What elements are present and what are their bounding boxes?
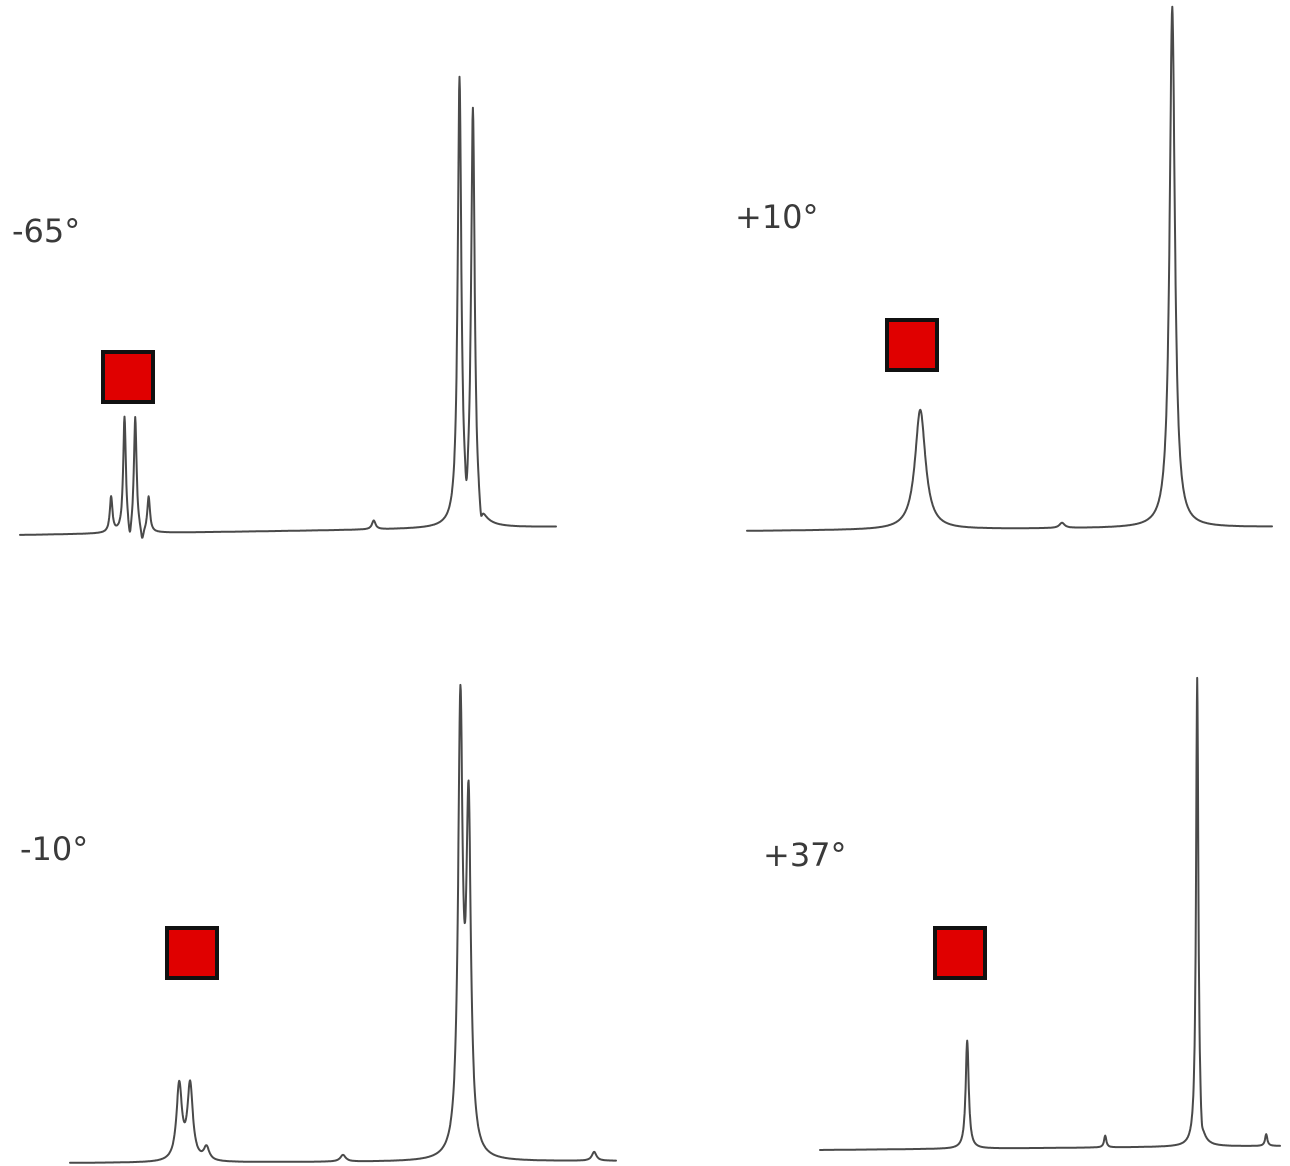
- spectrum-trace: [69, 683, 617, 1164]
- red-square-marker: [933, 926, 987, 980]
- panel-top-left: -65°: [12, 75, 557, 539]
- temperature-label: -65°: [12, 212, 80, 250]
- panel-bottom-left: -10°: [20, 683, 617, 1164]
- spectrum-trace: [819, 676, 1281, 1151]
- spectrum-trace: [746, 5, 1273, 532]
- panel-bottom-right: +37°: [763, 676, 1281, 1151]
- temperature-label: +37°: [763, 836, 847, 874]
- red-square-marker: [165, 926, 219, 980]
- panel-top-right: +10°: [735, 5, 1273, 532]
- red-square-marker: [101, 350, 155, 404]
- red-square-marker: [885, 318, 939, 372]
- temperature-label: -10°: [20, 830, 88, 868]
- temperature-label: +10°: [735, 198, 819, 236]
- spectrum-trace: [19, 75, 557, 539]
